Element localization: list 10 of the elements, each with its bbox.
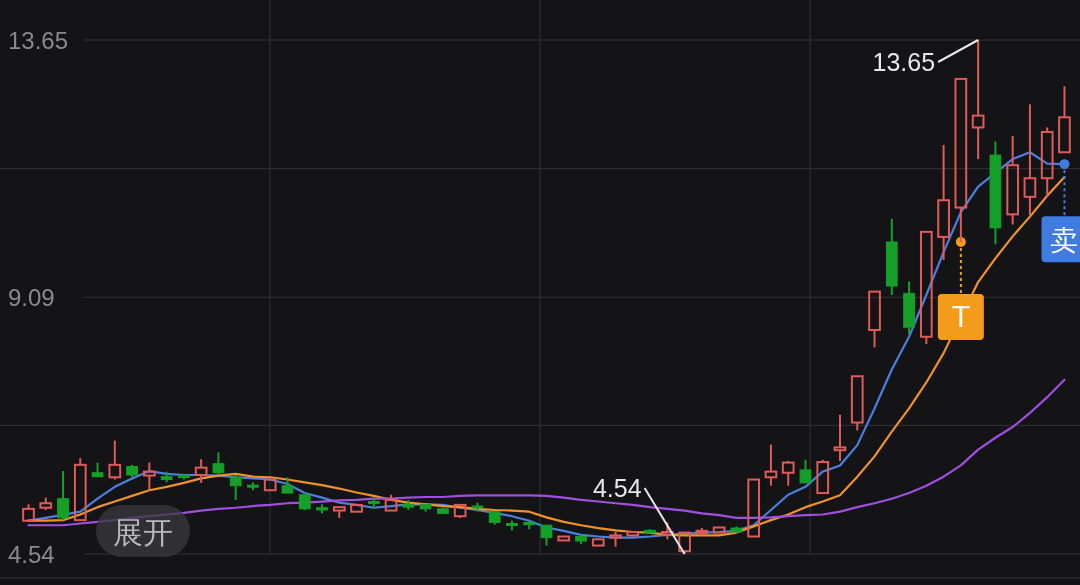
annotation: 4.54	[592, 474, 642, 502]
signal-box: T	[937, 294, 984, 340]
annotation: 卖	[1050, 223, 1079, 257]
annotation: 13.65	[872, 48, 936, 76]
annotation: 展开	[113, 514, 173, 550]
y-tick-label: 4.54	[8, 540, 55, 568]
y-tick-label: 13.65	[8, 26, 69, 54]
y-tick-label: 9.09	[8, 283, 55, 311]
annotation: T	[951, 301, 971, 335]
signal-box: 卖	[1041, 216, 1080, 263]
